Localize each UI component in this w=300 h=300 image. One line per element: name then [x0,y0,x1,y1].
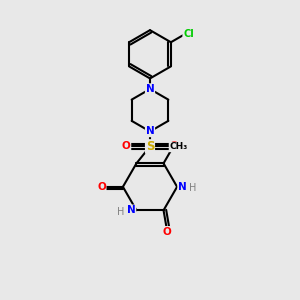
Text: O: O [122,142,130,152]
Text: N: N [146,126,154,136]
Text: H: H [189,183,196,193]
Text: N: N [146,84,154,94]
Text: N: N [178,182,187,192]
Text: H: H [118,207,125,217]
Text: S: S [146,140,154,153]
Text: Cl: Cl [183,29,194,39]
Text: N: N [127,205,136,215]
Text: O: O [169,142,178,152]
Text: O: O [97,182,106,192]
Text: O: O [162,227,171,237]
Text: CH₃: CH₃ [170,142,188,151]
